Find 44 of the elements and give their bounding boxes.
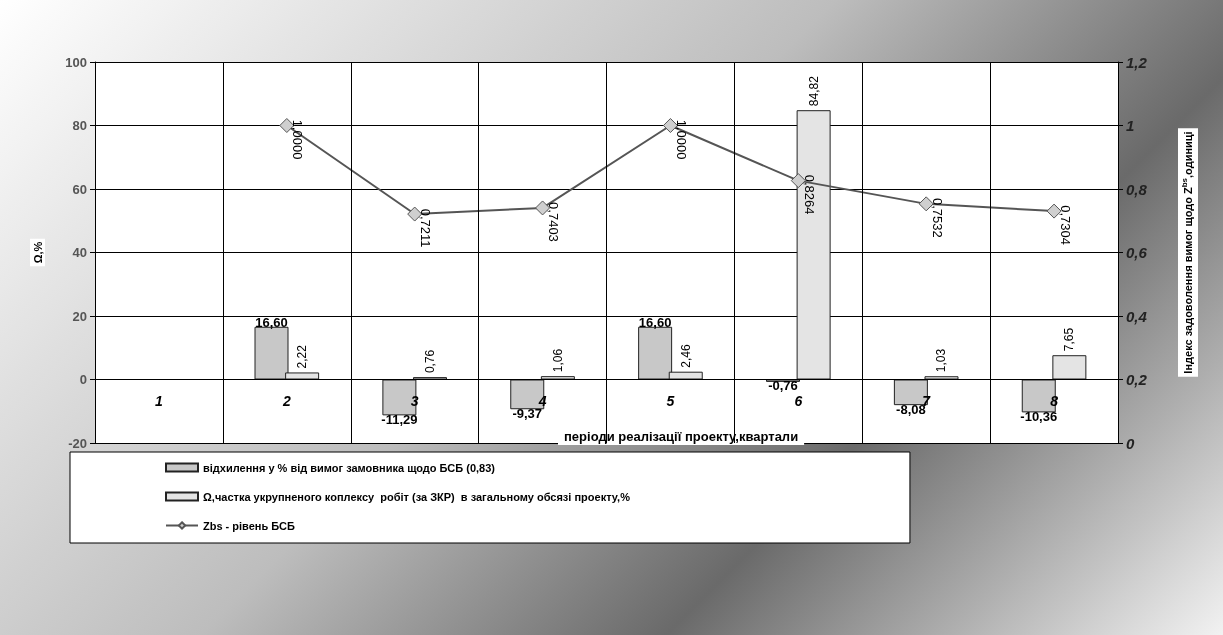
y2-tick-label: 1 bbox=[1126, 117, 1135, 134]
y2-tick-label: 1,2 bbox=[1126, 53, 1148, 71]
legend-label: відхилення у % від вимог замовника щодо БСБ (0,83) bbox=[203, 461, 496, 474]
data-label: 1,06 bbox=[550, 348, 565, 373]
data-label: 0,7403 bbox=[546, 202, 562, 242]
data-label: 1,0000 bbox=[290, 119, 306, 160]
y2-tick-label: 0,2 bbox=[1126, 371, 1148, 388]
data-label: 84,82 bbox=[806, 75, 821, 107]
data-label: -10,36 bbox=[1020, 408, 1058, 424]
y-axis-title: Ω,% bbox=[31, 241, 44, 264]
y2-tick-label: 0,6 bbox=[1126, 244, 1148, 261]
data-label: -11,29 bbox=[381, 411, 418, 427]
x-tick-label: 5 bbox=[666, 392, 675, 409]
data-label: 2,22 bbox=[295, 344, 310, 369]
data-label: 0,76 bbox=[422, 349, 437, 374]
y-tick-label: 100 bbox=[65, 54, 87, 70]
y-tick-label: 60 bbox=[72, 181, 87, 197]
y2-tick-label: 0 bbox=[1126, 434, 1135, 452]
x-tick-label: 6 bbox=[794, 392, 803, 409]
y2-axis-title: Індекс задоволення вимог щодо Zbs,одиниці bbox=[1179, 131, 1194, 374]
data-label: 0,7211 bbox=[418, 208, 434, 248]
legend-label: Ω,частка укрупненого коплексу робіт (за ЗКР) в загальному обсязі проекту,% bbox=[203, 490, 631, 503]
y-tick-label: 20 bbox=[72, 308, 87, 324]
data-label: 1,03 bbox=[934, 348, 949, 373]
data-label: 2,46 bbox=[678, 344, 693, 368]
y-tick-label: 80 bbox=[72, 118, 87, 133]
data-label: -0,76 bbox=[768, 378, 798, 394]
x-tick-label: 3 bbox=[410, 392, 419, 409]
y2-tick-label: 0,4 bbox=[1126, 307, 1148, 325]
data-label: 0,8264 bbox=[801, 174, 817, 215]
y2-tick-label: 0,8 bbox=[1126, 180, 1148, 198]
data-label: 0,7304 bbox=[1057, 205, 1073, 245]
y-tick-label: -20 bbox=[68, 435, 87, 451]
data-label: 1,0000 bbox=[673, 119, 689, 160]
y-tick-label: 40 bbox=[72, 245, 87, 260]
data-label: 0,7532 bbox=[929, 197, 945, 238]
data-label: 16,60 bbox=[638, 315, 672, 331]
legend-label: Zbs - рівень БСБ bbox=[203, 519, 296, 532]
data-label: 16,60 bbox=[255, 315, 288, 331]
y-tick-label: 0 bbox=[79, 372, 87, 387]
data-label: 7,65 bbox=[1062, 327, 1077, 352]
data-label: -9,37 bbox=[512, 405, 543, 421]
x-tick-label: 1 bbox=[155, 392, 164, 409]
x-tick-label: 2 bbox=[281, 392, 291, 409]
